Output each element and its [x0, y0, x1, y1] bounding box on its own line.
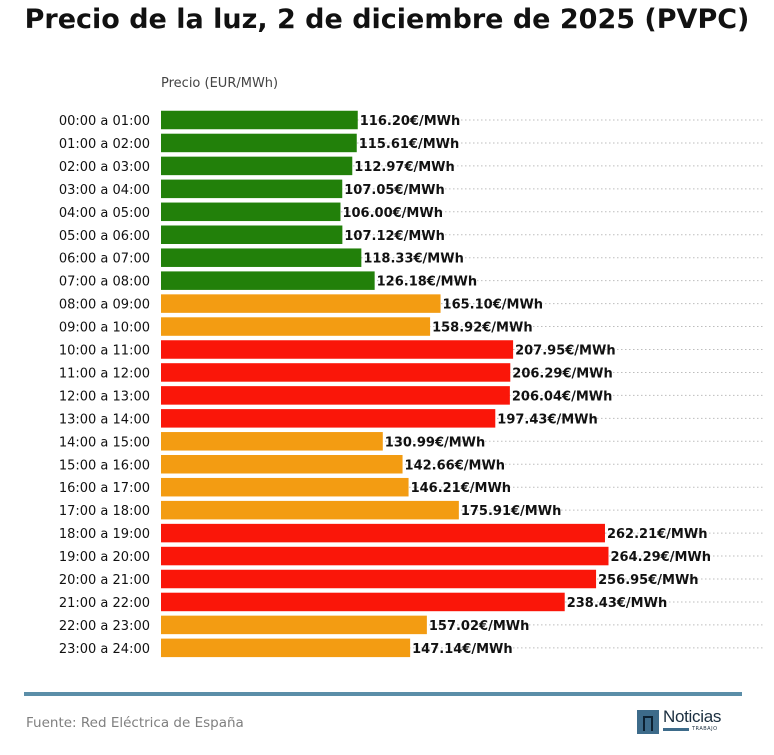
y-tick-label: 04:00 a 05:00: [59, 206, 150, 221]
data-label: 157.02€/MWh: [429, 619, 530, 634]
bar-chart: Precio (EUR/MWh) 00:00 a 01:00 116.20€/MWh…: [59, 76, 764, 658]
bar: [161, 294, 441, 313]
data-label: 107.05€/MWh: [344, 183, 445, 198]
data-label: 118.33€/MWh: [363, 252, 464, 267]
data-label: 126.18€/MWh: [377, 275, 478, 290]
y-tick-label: 01:00 a 02:00: [59, 137, 150, 152]
y-tick-label: 23:00 a 24:00: [59, 642, 150, 657]
y-tick-label: 10:00 a 11:00: [59, 344, 150, 359]
data-label: 207.95€/MWh: [515, 344, 616, 359]
bar: [161, 179, 343, 199]
bar: [161, 592, 565, 612]
y-tick-label: 05:00 a 06:00: [59, 229, 150, 244]
bar: [161, 248, 362, 267]
logo-subtext: TRABAJO: [692, 726, 718, 732]
bar: [161, 340, 514, 359]
data-label: 112.97€/MWh: [354, 160, 455, 175]
y-tick-label: 16:00 a 17:00: [59, 481, 150, 496]
chart-title: Precio de la luz, 2 de diciembre de 2025…: [24, 4, 750, 35]
data-label: 264.29€/MWh: [611, 550, 712, 565]
y-tick-label: 19:00 a 20:00: [59, 550, 150, 565]
bar: [161, 638, 411, 658]
y-tick-label: 15:00 a 16:00: [59, 458, 150, 473]
source-text: Fuente: Red Eléctrica de España: [26, 715, 244, 731]
data-label: 197.43€/MWh: [497, 412, 598, 427]
y-tick-label: 12:00 a 13:00: [59, 389, 150, 404]
bar: [161, 523, 605, 543]
bar: [161, 225, 343, 244]
y-tick-label: 22:00 a 23:00: [59, 619, 150, 634]
bar: [161, 202, 341, 222]
bar: [161, 477, 409, 497]
y-tick-label: 11:00 a 12:00: [59, 366, 150, 381]
bar: [161, 386, 510, 405]
logo-wordmark: Noticias: [663, 707, 722, 726]
data-label: 146.21€/MWh: [411, 481, 512, 496]
data-label: 107.12€/MWh: [344, 229, 445, 244]
bar: [161, 363, 511, 382]
x-axis-label: Precio (EUR/MWh): [161, 76, 278, 91]
data-label: 147.14€/MWh: [412, 642, 513, 657]
logo-underline: [663, 728, 689, 731]
data-label: 165.10€/MWh: [443, 298, 544, 313]
footer-divider: [24, 692, 742, 696]
y-tick-label: 06:00 a 07:00: [59, 252, 150, 267]
bar: [161, 133, 357, 153]
bar: [161, 317, 431, 336]
data-label: 106.00€/MWh: [342, 206, 443, 221]
data-label: 175.91€/MWh: [461, 504, 562, 519]
bar: [161, 500, 459, 520]
logo-mark-icon: [637, 710, 659, 734]
bar: [161, 110, 358, 130]
data-label: 116.20€/MWh: [360, 114, 461, 129]
data-label: 262.21€/MWh: [607, 527, 708, 542]
y-tick-label: 08:00 a 09:00: [59, 298, 150, 313]
bar: [161, 615, 427, 635]
y-tick-label: 21:00 a 22:00: [59, 596, 150, 611]
y-tick-label: 13:00 a 14:00: [59, 412, 150, 427]
data-label: 142.66€/MWh: [405, 458, 506, 473]
data-label: 238.43€/MWh: [567, 596, 668, 611]
bar: [161, 546, 609, 566]
y-tick-label: 02:00 a 03:00: [59, 160, 150, 175]
y-tick-label: 17:00 a 18:00: [59, 504, 150, 519]
y-tick-label: 18:00 a 19:00: [59, 527, 150, 542]
bar: [161, 409, 496, 428]
y-tick-label: 20:00 a 21:00: [59, 573, 150, 588]
y-tick-label: 03:00 a 04:00: [59, 183, 150, 198]
noticias-trabajo-logo: Noticias TRABAJO: [637, 707, 733, 737]
bar: [161, 569, 597, 589]
data-label: 206.04€/MWh: [512, 389, 613, 404]
y-tick-label: 07:00 a 08:00: [59, 275, 150, 290]
data-label: 206.29€/MWh: [512, 366, 613, 381]
bar: [161, 271, 375, 290]
data-label: 256.95€/MWh: [598, 573, 699, 588]
y-tick-label: 14:00 a 15:00: [59, 435, 150, 450]
y-tick-label: 09:00 a 10:00: [59, 321, 150, 336]
bar: [161, 455, 403, 474]
bar: [161, 156, 353, 176]
data-label: 130.99€/MWh: [385, 435, 486, 450]
y-tick-label: 00:00 a 01:00: [59, 114, 150, 129]
bar: [161, 432, 383, 451]
data-label: 115.61€/MWh: [359, 137, 460, 152]
data-label: 158.92€/MWh: [432, 321, 532, 336]
